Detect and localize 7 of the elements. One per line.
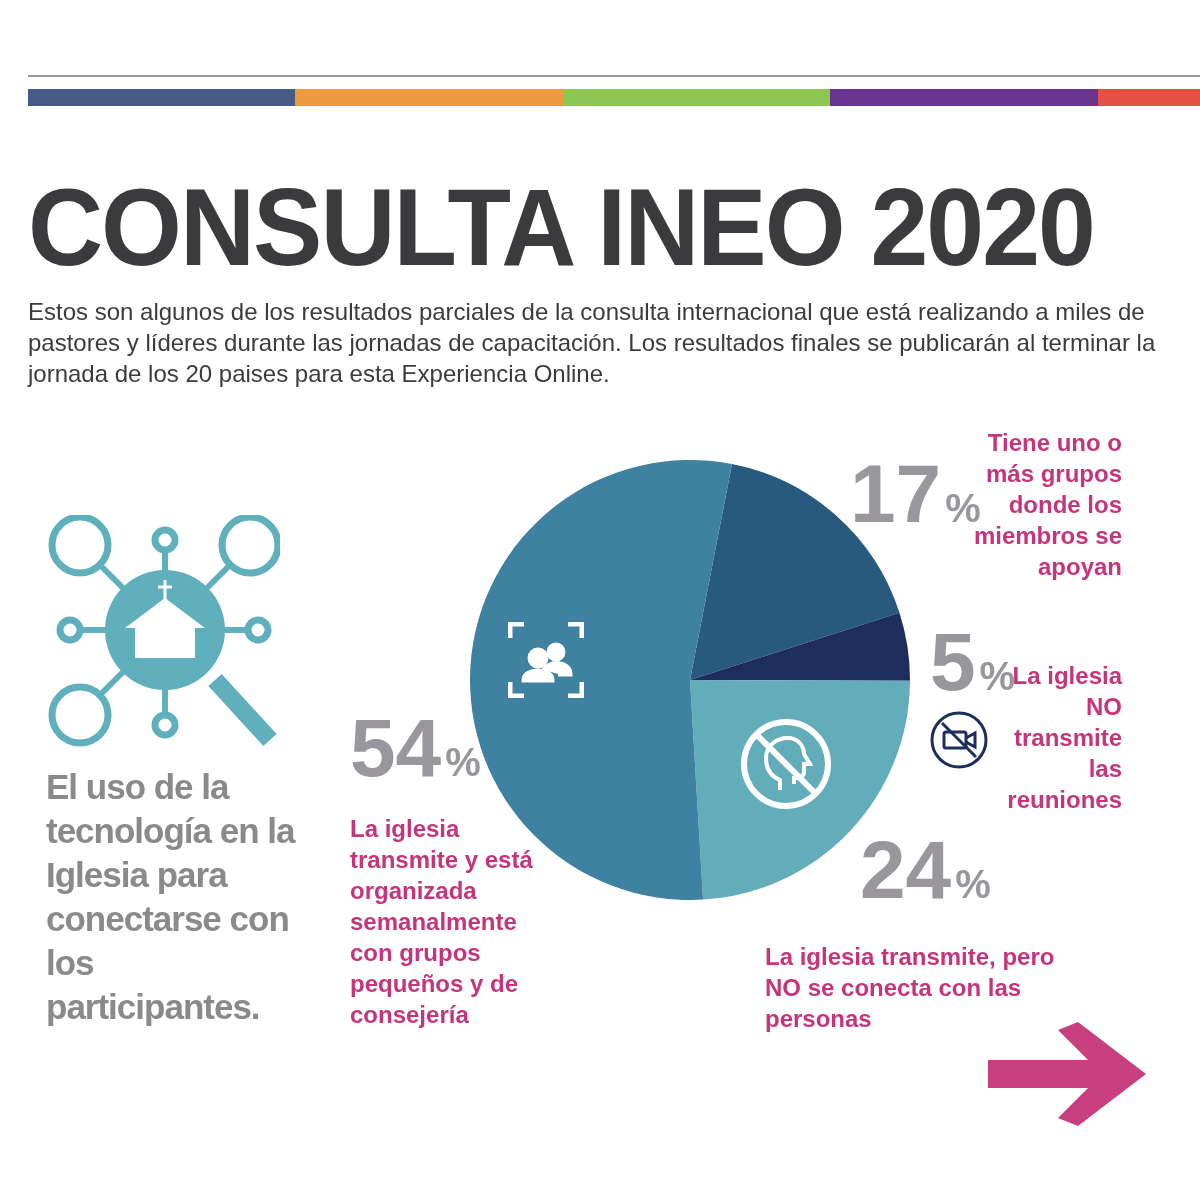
slice-label: La iglesia transmite y está organizada semanalmente con grupos pequeños y de consejería (350, 814, 534, 1028)
data-label: 24% (860, 824, 991, 915)
chart-subtitle: Estos son algunos de los resultados parciales de la consulta internacional que está realizando a miles de pastores y líderes durante las jornadas de capacitación. Los resultados finales se publicarán al terminar la jornada de los 20 paises para esta Experiencia Online. (28, 297, 1157, 389)
chart-title: CONSULTA INEO 2020 (28, 165, 1094, 290)
data-label: 54% (350, 702, 481, 793)
slice-label: La iglesia transmite, pero NO se conecta con las personas (765, 942, 1055, 1032)
text: El uso de la tecnología en la Iglesia para conectarse con los participantes. (46, 766, 297, 1028)
